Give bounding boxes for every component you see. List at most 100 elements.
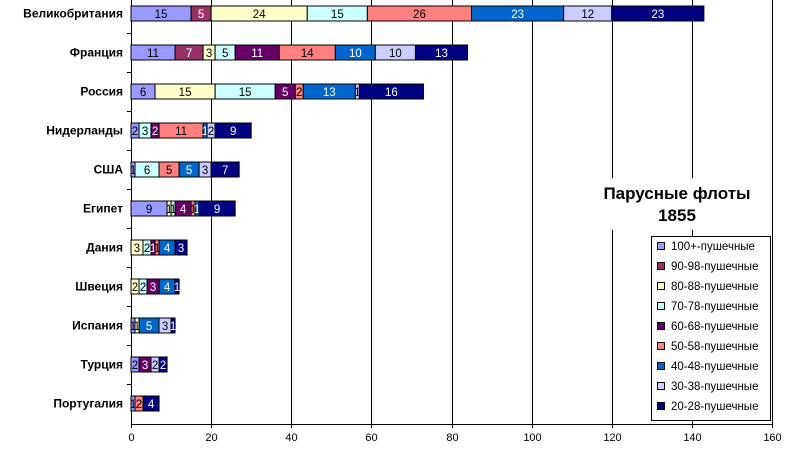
category-label: Турция	[81, 358, 123, 372]
bar-value-label: 23	[651, 9, 664, 21]
category-label: Португалия	[53, 397, 123, 411]
legend-swatch	[657, 362, 665, 370]
chart-title-line: 1855	[658, 206, 696, 225]
bar-value-label: 5	[198, 9, 204, 21]
legend-label: 40-48-пушечные	[671, 361, 758, 373]
bar-value-label: 4	[180, 204, 187, 216]
bar-value-label: 3	[142, 126, 148, 138]
legend-label: 50-58-пушечные	[671, 341, 758, 353]
legend-label: 90-98-пушечные	[671, 261, 758, 273]
bar-value-label: 2	[136, 399, 142, 411]
x-tick-label-40: 40	[285, 432, 297, 444]
chart-title-line: Парусные флоты	[603, 184, 750, 203]
bar-value-label: 10	[389, 48, 402, 60]
x-tick-label-60: 60	[365, 432, 377, 444]
bar-value-label: 9	[146, 204, 152, 216]
bar-value-label: 5	[166, 165, 172, 177]
legend-label: 20-28-пушечные	[671, 401, 758, 413]
category-label: Нидерланды	[46, 124, 123, 138]
bar-value-label: 15	[179, 87, 192, 99]
bar-value-label: 9	[230, 126, 236, 138]
category-label: США	[94, 163, 124, 177]
bar-value-label: 1	[354, 87, 360, 99]
bar-value-label: 2	[140, 282, 146, 294]
bar-value-label: 7	[222, 165, 228, 177]
bar-value-label: 2	[152, 360, 158, 372]
legend-swatch	[657, 342, 665, 350]
bar-value-label: 2	[296, 87, 302, 99]
x-tick-label-100: 100	[523, 432, 541, 444]
bar-value-label: 2	[144, 243, 150, 255]
bar-value-label: 7	[186, 48, 192, 60]
bar-value-label: 11	[251, 48, 263, 60]
bar-value-label: 5	[186, 165, 192, 177]
bar-value-label: 14	[301, 48, 314, 60]
bar-segment	[158, 356, 168, 373]
bar-value-label: 1	[150, 243, 156, 255]
bar-value-label: 13	[323, 87, 336, 99]
bar-value-label: 11	[147, 48, 159, 60]
category-label: Египет	[83, 202, 123, 216]
bar-value-label: 9	[214, 204, 220, 216]
bar-value-label: 1	[134, 321, 140, 333]
bar-value-label: 3	[202, 165, 208, 177]
bar-value-label: 3	[162, 321, 168, 333]
bar-value-label: 2	[132, 282, 138, 294]
bar-value-label: 2	[132, 360, 138, 372]
bar-value-label: 5	[282, 87, 288, 99]
bar-value-label: 3	[150, 282, 156, 294]
category-label: Испания	[72, 319, 123, 333]
chart-title: Парусные флоты 1855	[580, 178, 772, 230]
legend-label: 60-68-пушечные	[671, 321, 758, 333]
legend-swatch	[657, 242, 665, 250]
bar-value-label: 4	[148, 399, 155, 411]
category-label: Россия	[80, 85, 123, 99]
bar-segment	[142, 395, 160, 412]
legend-swatch	[657, 262, 665, 270]
bar-value-label: 15	[331, 9, 344, 21]
bar-value-label: 2	[160, 360, 166, 372]
bar-value-label: 26	[413, 9, 426, 21]
bar-value-label: 1	[166, 204, 172, 216]
axes: 0 20 40 60 80 100 120 140 160	[127, 0, 782, 444]
bar-value-label: 23	[511, 9, 524, 21]
legend-label: 70-78-пушечные	[671, 301, 758, 313]
bar-value-label: 1	[170, 204, 176, 216]
bar-value-label: 16	[385, 87, 398, 99]
bar-value-label: 4	[164, 243, 171, 255]
legend-swatch	[657, 302, 665, 310]
bar-value-label: 5	[146, 321, 152, 333]
legend-swatch	[657, 282, 665, 290]
legend-label: 30-38-пушечные	[671, 381, 758, 393]
bar-value-label: 6	[140, 87, 146, 99]
bar-value-label: 3	[206, 48, 212, 60]
x-tick-label-140: 140	[683, 432, 701, 444]
bar-value-label: 1	[130, 321, 136, 333]
bar-value-label: 1	[194, 204, 200, 216]
bar-value-label: 13	[435, 48, 448, 60]
bar-value-label: 5	[222, 48, 228, 60]
legend-swatch	[657, 382, 665, 390]
bar-value-label: 3	[178, 243, 184, 255]
bar-value-label: 1	[190, 204, 196, 216]
bar-segment	[611, 5, 705, 22]
legend-label: 80-88-пушечные	[671, 281, 758, 293]
title-background	[580, 178, 772, 230]
category-label: Франция	[70, 46, 123, 60]
bar-value-label: 1	[174, 282, 180, 294]
bar-segment	[174, 239, 188, 256]
bar-value-label: 24	[253, 9, 266, 21]
x-tick-label-160: 160	[763, 432, 781, 444]
bar-segment	[174, 278, 180, 295]
x-tick-label-80: 80	[446, 432, 458, 444]
bar-value-label: 3	[134, 243, 140, 255]
bar-value-label: 1	[130, 165, 136, 177]
bar-value-label: 11	[175, 126, 187, 138]
bar-segment	[214, 122, 252, 139]
category-label: Дания	[86, 241, 123, 255]
bar-value-label: 3	[142, 360, 148, 372]
bar-value-label: 15	[239, 87, 252, 99]
bar-value-label: 2	[152, 126, 158, 138]
